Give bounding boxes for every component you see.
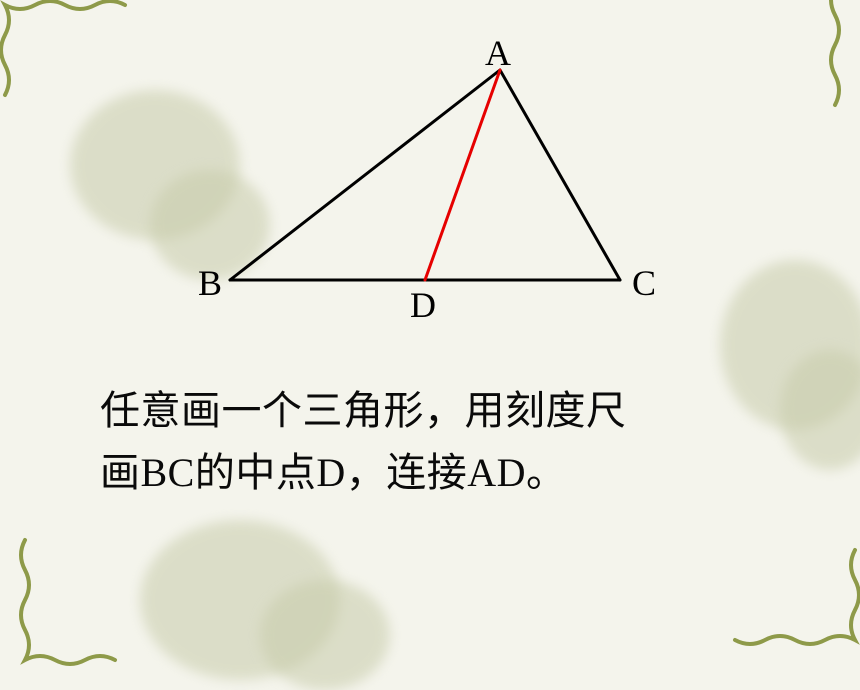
instruction-text: 任意画一个三角形，用刻度尺 画BC的中点D，连接AD。 (100, 380, 760, 504)
vertex-label-d: D (410, 284, 436, 326)
vertex-label-a: A (485, 32, 511, 74)
vertex-label-c: C (632, 262, 656, 304)
instruction-line2: 画BC的中点D，连接AD。 (100, 450, 567, 495)
instruction-line1: 任意画一个三角形，用刻度尺 (100, 388, 627, 433)
triangle-svg (180, 40, 680, 320)
triangle-diagram: A B C D (180, 40, 680, 320)
vertex-label-b: B (198, 262, 222, 304)
